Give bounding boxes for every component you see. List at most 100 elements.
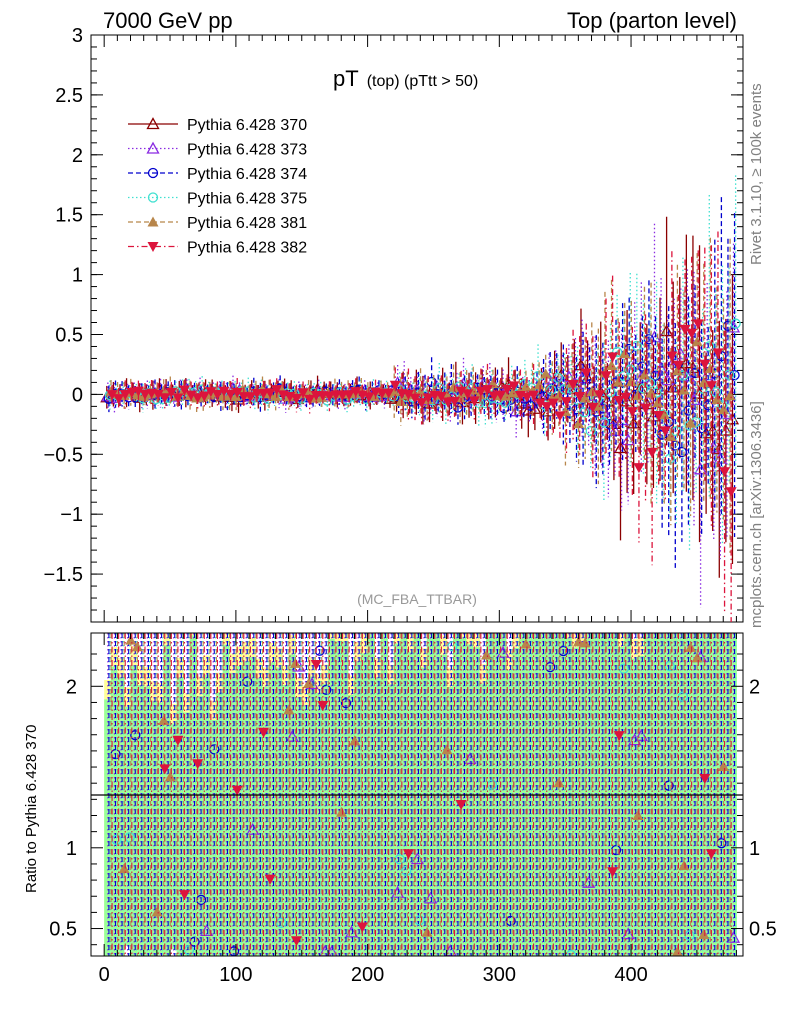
ratio-band-green	[110, 666, 118, 956]
ratio-y-tick-label-right: 1	[749, 838, 760, 860]
legend-marker	[146, 117, 160, 130]
main-data-point	[388, 386, 400, 397]
ratio-band-green	[281, 684, 290, 956]
main-data-point	[625, 376, 637, 387]
main-y-tick-label: 0	[72, 384, 83, 406]
ratio-data-point	[285, 729, 299, 742]
main-data-point	[290, 393, 302, 404]
legend-marker	[147, 167, 159, 179]
main-data-point	[559, 384, 570, 395]
main-y-tick-label: −1	[60, 504, 83, 526]
ratio-data-point	[340, 698, 352, 709]
main-data-point	[711, 394, 723, 405]
main-data-point	[264, 388, 276, 399]
ratio-data-point	[421, 926, 433, 937]
ratio-data-point	[310, 660, 322, 671]
main-data-point	[638, 383, 649, 394]
ratio-data-point	[130, 730, 141, 741]
main-data-point	[297, 388, 309, 399]
main-plot-panel: 3 2.5 2 1.5 1 0.5 0 −0.5 −1 −1.5 pT (top) (pTtt > …	[44, 25, 744, 623]
main-data-point	[395, 395, 407, 406]
ratio-plot-panel: 0.5 0.5 1 1 2 2 0 100 200 300 400 Ratio to Pythia…	[23, 35, 777, 986]
ratio-band-green	[341, 641, 349, 956]
legend: Pythia 6.428 370 Pythia 6.428 373 Pythia 6…	[128, 117, 307, 257]
main-data-point	[725, 487, 737, 498]
main-data-point	[578, 407, 590, 418]
ratio-data-point	[718, 760, 730, 771]
ratio-band-green	[170, 723, 178, 950]
ratio-data-point	[289, 657, 301, 668]
ratio-data-point	[231, 785, 243, 796]
main-data-point	[481, 385, 493, 396]
main-data-point	[607, 352, 619, 363]
main-data-point	[704, 363, 716, 374]
ratio-band-green	[479, 683, 487, 956]
main-data-point	[666, 351, 678, 362]
ratio-data-point	[158, 715, 170, 726]
main-y-tick-label: 2.5	[55, 85, 83, 107]
ratio-band-green	[565, 637, 573, 956]
main-data-point	[541, 402, 553, 413]
main-data-point	[703, 400, 714, 411]
main-data-point	[671, 365, 683, 376]
main-data-point	[488, 391, 500, 402]
main-data-point	[683, 405, 694, 416]
ratio-data-point	[131, 641, 143, 652]
ratio-band-green	[163, 645, 171, 956]
main-data-point	[613, 396, 625, 407]
main-data-point	[586, 386, 598, 397]
main-data-point	[368, 390, 380, 401]
legend-marker	[147, 242, 159, 252]
main-y-tick-label: −1.5	[44, 564, 83, 586]
ratio-data-point	[634, 728, 648, 741]
ratio-data-point	[303, 678, 315, 689]
main-data-point	[449, 396, 461, 407]
ratio-data-point	[699, 774, 711, 785]
main-data-point	[508, 381, 520, 392]
ratio-data-point	[164, 771, 176, 782]
main-data-point	[691, 336, 703, 347]
main-data-point	[724, 390, 736, 401]
main-data-point	[106, 390, 118, 401]
main-data-point	[185, 390, 197, 401]
legend-label: Pythia 6.428 375	[187, 191, 307, 208]
ratio-y-axis: 0.5 0.5 1 1 2 2	[49, 653, 777, 946]
main-data-point	[231, 387, 243, 398]
main-data-point	[225, 389, 237, 400]
main-data-point	[350, 387, 362, 398]
ratio-data-point	[520, 638, 532, 649]
main-data-point	[495, 390, 507, 401]
main-data-point	[363, 392, 375, 403]
main-data-point	[152, 389, 164, 400]
plot-title-main: pT	[333, 66, 359, 91]
main-y-tick-label: 2	[72, 145, 83, 167]
ratio-data-point	[698, 928, 710, 939]
main-data-point	[593, 390, 605, 401]
main-data-point	[475, 386, 487, 397]
main-data-point	[534, 398, 546, 409]
main-data-point	[573, 418, 585, 429]
main-data-point	[653, 411, 665, 422]
main-data-point	[579, 392, 591, 403]
main-data-point	[554, 411, 566, 422]
ratio-band-green	[275, 667, 283, 956]
main-data-point	[480, 397, 491, 409]
ratio-data-point	[691, 652, 703, 663]
ratio-band-green	[334, 641, 342, 956]
ratio-data-point	[264, 874, 276, 885]
main-data-point	[659, 426, 671, 437]
main-data-point	[672, 360, 684, 371]
analysis-label: (MC_FBA_TTBAR)	[357, 591, 477, 607]
ratio-data-point	[618, 663, 629, 674]
main-data-point	[678, 384, 690, 395]
main-data-point	[323, 391, 335, 402]
main-data-point	[560, 397, 572, 408]
main-data-point	[626, 407, 638, 418]
ratio-data-point	[159, 764, 171, 775]
main-data-point	[533, 379, 545, 390]
main-data-point	[179, 385, 191, 396]
legend-label: Pythia 6.428 373	[187, 142, 307, 159]
main-series-2	[101, 223, 741, 608]
main-data-point	[618, 370, 629, 382]
main-data-point	[447, 381, 459, 392]
